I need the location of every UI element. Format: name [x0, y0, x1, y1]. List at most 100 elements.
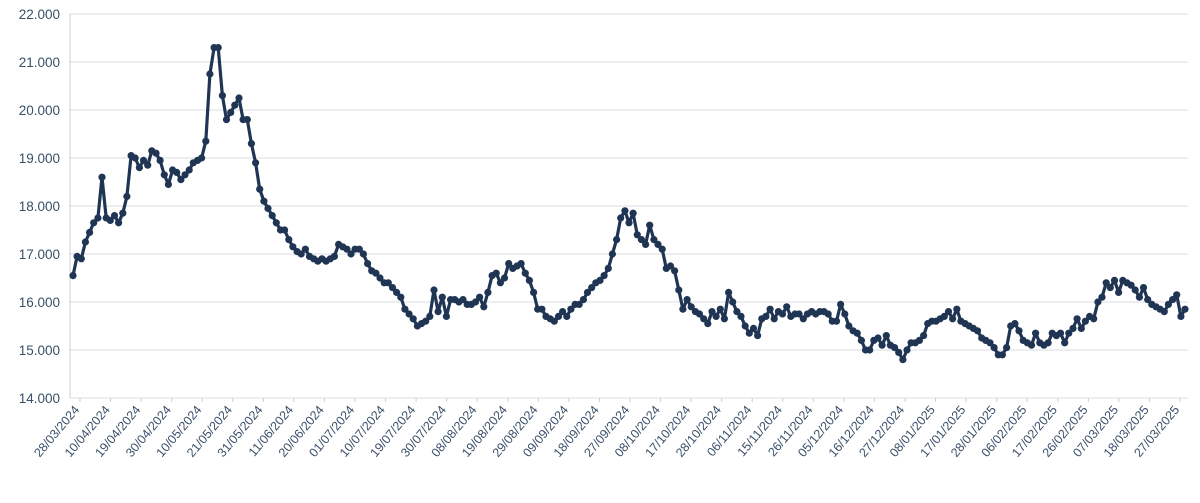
data-point — [583, 288, 592, 296]
data-point — [86, 228, 94, 236]
data-point — [364, 260, 372, 268]
data-point — [874, 334, 882, 342]
data-point — [633, 231, 641, 239]
data-point — [1015, 327, 1023, 335]
data-point — [899, 356, 907, 364]
data-point — [604, 264, 612, 272]
data-point — [700, 315, 708, 323]
series-line — [71, 46, 1187, 362]
data-point — [256, 185, 264, 193]
data-point — [1077, 324, 1085, 332]
data-point — [600, 272, 608, 280]
data-point — [426, 312, 434, 320]
data-point — [422, 317, 430, 325]
data-point — [617, 214, 625, 222]
data-point — [1135, 293, 1143, 301]
data-point — [588, 284, 596, 292]
data-point — [1056, 329, 1065, 337]
data-point — [953, 305, 961, 313]
data-point — [152, 149, 160, 157]
data-point — [1044, 339, 1052, 347]
data-point — [778, 310, 787, 318]
data-point — [642, 240, 650, 248]
data-point — [944, 308, 953, 316]
data-point — [1102, 279, 1110, 287]
data-point — [915, 336, 924, 344]
data-point — [525, 276, 534, 284]
data-point — [920, 332, 928, 340]
data-point — [745, 329, 753, 337]
y-tick-label: 22.000 — [19, 7, 60, 22]
data-point — [1098, 293, 1106, 301]
data-point — [575, 300, 583, 308]
data-point — [343, 245, 351, 253]
data-point — [442, 312, 450, 320]
data-point — [683, 296, 691, 304]
data-point — [1094, 298, 1102, 306]
data-point — [144, 161, 152, 169]
data-point — [177, 176, 185, 184]
data-point — [1065, 329, 1073, 337]
data-point — [181, 171, 189, 179]
y-tick-label: 18.000 — [19, 199, 60, 214]
data-point — [704, 320, 712, 328]
data-point — [401, 305, 409, 313]
data-point — [227, 108, 235, 116]
data-point — [1090, 315, 1098, 323]
data-point — [1177, 312, 1185, 320]
data-point — [1131, 286, 1139, 294]
data-point — [666, 262, 675, 270]
data-point — [949, 315, 957, 323]
data-point — [658, 245, 666, 253]
data-point — [471, 298, 480, 306]
data-point — [388, 284, 397, 292]
data-point — [164, 180, 172, 188]
data-point — [695, 310, 704, 318]
data-point — [832, 317, 841, 325]
data-point — [405, 310, 413, 318]
data-point — [891, 344, 899, 352]
data-point — [895, 348, 903, 356]
data-point — [725, 288, 733, 296]
data-point — [281, 226, 289, 234]
data-point — [222, 116, 231, 124]
data-point — [986, 339, 994, 347]
data-point — [496, 279, 504, 287]
data-point — [596, 276, 604, 284]
data-point — [397, 293, 405, 301]
data-point — [430, 286, 438, 294]
data-point — [139, 156, 148, 164]
data-point — [990, 344, 998, 352]
y-tick-label: 20.000 — [19, 103, 60, 118]
data-point — [799, 315, 807, 323]
data-point — [268, 212, 276, 220]
data-point — [376, 274, 384, 282]
data-point — [708, 308, 716, 316]
data-point — [119, 209, 127, 217]
data-point — [741, 322, 749, 330]
data-point — [720, 315, 729, 323]
data-point — [202, 137, 210, 145]
data-point — [608, 250, 617, 258]
data-point — [559, 308, 567, 316]
data-point — [878, 341, 886, 349]
data-point — [185, 166, 193, 174]
data-point — [538, 305, 546, 313]
data-point — [940, 312, 948, 320]
data-point — [629, 209, 637, 217]
data-point — [845, 322, 853, 330]
data-point — [712, 312, 720, 320]
data-point — [69, 272, 77, 280]
y-tick-label: 14.000 — [19, 391, 60, 406]
data-point — [505, 260, 513, 268]
data-point — [1181, 305, 1189, 313]
data-point — [770, 315, 778, 323]
y-tick-label: 21.000 — [19, 55, 60, 70]
data-point — [198, 154, 206, 162]
data-point — [90, 219, 98, 227]
data-point — [359, 250, 367, 258]
gridlines — [70, 13, 1188, 399]
data-point — [1069, 324, 1077, 332]
